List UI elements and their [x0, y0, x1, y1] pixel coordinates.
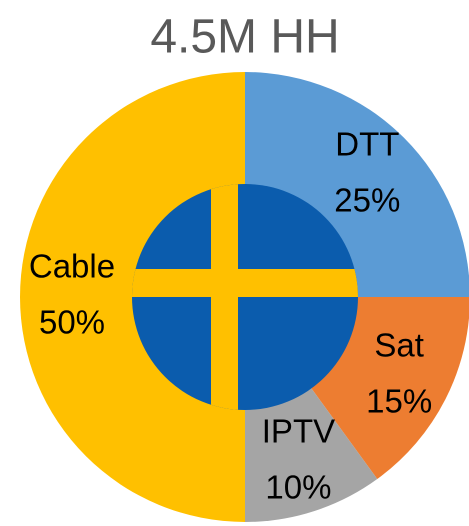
slice-category-label: DTT: [335, 125, 399, 162]
chart-title: 4.5M HH: [150, 11, 339, 64]
slice-category-label: Cable: [29, 248, 115, 285]
labels: DTT 25% Sat 15% IPTV 10% Cable 50%: [29, 125, 432, 505]
slice-value-label: 15%: [366, 382, 432, 419]
slice-category-label: Sat: [374, 326, 424, 363]
swedish-flag: [132, 184, 358, 410]
slice-value-label: 10%: [265, 468, 331, 505]
slice-value-label: 25%: [334, 181, 400, 218]
flag-cross-vertical: [211, 184, 238, 410]
flag-cross-horizontal: [132, 269, 358, 297]
slice-value-label: 50%: [39, 304, 105, 341]
slice-category-label: IPTV: [262, 412, 335, 449]
